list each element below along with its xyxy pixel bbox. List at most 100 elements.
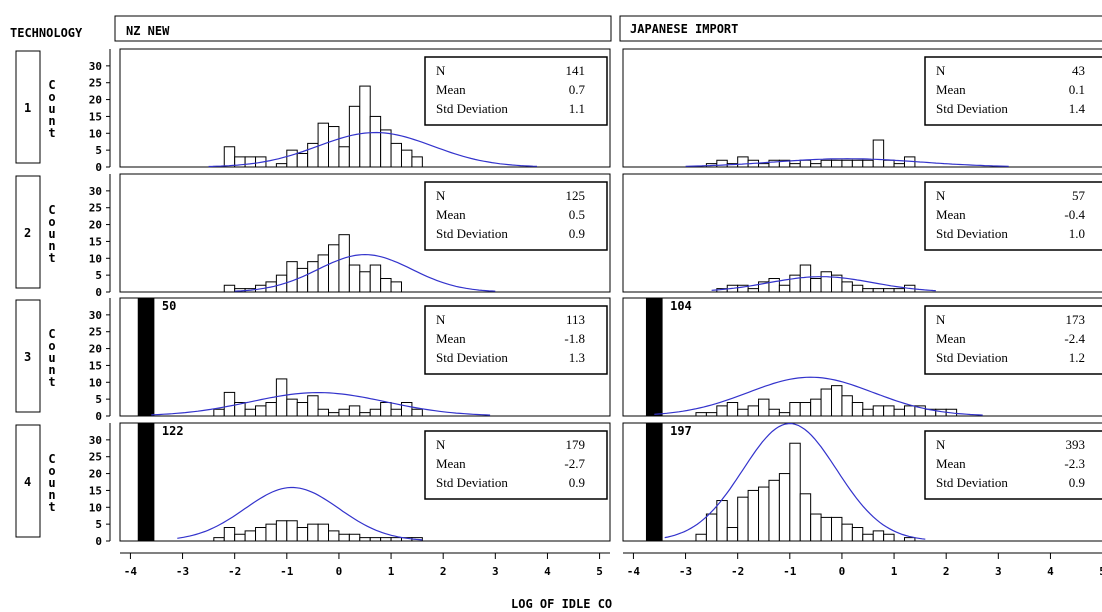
y-tick-label: 15 bbox=[89, 359, 102, 372]
histogram-bar bbox=[862, 159, 874, 168]
y-axis-title-letter: t bbox=[48, 375, 55, 389]
stats-value: 113 bbox=[566, 312, 585, 327]
histogram-bar bbox=[359, 85, 371, 168]
x-tick-label: 2 bbox=[943, 565, 950, 578]
x-tick-label: -2 bbox=[228, 565, 241, 578]
y-tick-label: 10 bbox=[89, 252, 102, 265]
clipped-bar bbox=[137, 422, 155, 542]
histogram-bar bbox=[883, 405, 895, 417]
histogram-bar bbox=[400, 402, 413, 417]
histogram-bar bbox=[348, 405, 361, 417]
histogram-bar bbox=[223, 284, 236, 293]
normal-curve bbox=[151, 392, 491, 416]
histogram-bar bbox=[903, 405, 916, 417]
y-axis-title-letter: n bbox=[48, 114, 55, 128]
histogram-bar bbox=[872, 288, 885, 293]
y-tick-label: 0 bbox=[95, 286, 102, 299]
y-tick-label: 5 bbox=[95, 144, 102, 157]
stats-label: N bbox=[936, 312, 946, 327]
row-label-box-1 bbox=[15, 50, 41, 164]
stats-value: 1.4 bbox=[1069, 101, 1086, 116]
stats-box bbox=[424, 305, 608, 375]
histogram-panel: 122 N 179 Mean -2.7 Std Deviation 0.9 bbox=[119, 422, 611, 542]
x-tick-label: 1 bbox=[891, 565, 898, 578]
histogram-bar bbox=[883, 159, 895, 168]
histogram-bar bbox=[810, 163, 822, 168]
histogram-bar bbox=[883, 288, 895, 293]
histogram-bar bbox=[820, 159, 833, 168]
histogram-bar bbox=[369, 408, 382, 417]
normal-curve bbox=[664, 423, 926, 540]
stats-value: -1.8 bbox=[564, 331, 585, 346]
clipped-bar-label: 50 bbox=[162, 299, 176, 313]
histogram-bar bbox=[244, 530, 257, 542]
x-tick-label: -1 bbox=[280, 565, 294, 578]
row-label-box-2 bbox=[15, 175, 41, 289]
histogram-bar bbox=[317, 523, 330, 542]
histogram-bar bbox=[328, 530, 340, 542]
histogram-bar bbox=[296, 153, 309, 168]
x-axis-title: LOG OF IDLE CO bbox=[511, 597, 612, 611]
histogram-bar bbox=[831, 516, 843, 542]
y-tick-label: 20 bbox=[89, 219, 102, 232]
stats-box bbox=[924, 56, 1102, 126]
y-tick-label: 25 bbox=[89, 77, 102, 90]
histogram-bar bbox=[213, 537, 225, 542]
histogram-bar bbox=[275, 520, 288, 542]
stats-value: 0.9 bbox=[1069, 475, 1085, 490]
stats-value: 173 bbox=[1066, 312, 1086, 327]
stats-label: Std Deviation bbox=[936, 475, 1008, 490]
histogram-bar bbox=[778, 284, 791, 293]
row-label-box-3 bbox=[15, 299, 41, 413]
normal-curve bbox=[711, 276, 936, 292]
histogram-bar bbox=[411, 156, 423, 168]
histogram-bar bbox=[275, 378, 288, 417]
histogram-bar bbox=[810, 278, 822, 293]
y-axis-title-letter: o bbox=[48, 90, 55, 104]
y-tick-label: 15 bbox=[89, 235, 102, 248]
stats-value: -2.3 bbox=[1064, 456, 1085, 471]
y-tick-label: 25 bbox=[89, 451, 102, 464]
stats-box bbox=[924, 430, 1102, 500]
histogram-bar bbox=[307, 523, 319, 542]
x-tick-label: 3 bbox=[492, 565, 499, 578]
histogram-bar bbox=[841, 159, 853, 168]
stats-value: 125 bbox=[566, 188, 586, 203]
y-tick-label: 0 bbox=[95, 535, 102, 548]
col-header-japanese-import: JAPANESE IMPORT bbox=[630, 22, 738, 36]
histogram-bar bbox=[348, 105, 361, 168]
y-tick-label: 30 bbox=[89, 434, 102, 447]
histogram-bar bbox=[286, 398, 298, 417]
stats-value: 393 bbox=[1066, 437, 1086, 452]
histogram-bar bbox=[831, 385, 843, 417]
histogram-bar bbox=[820, 388, 833, 417]
histogram-bar bbox=[265, 523, 277, 542]
stats-label: Std Deviation bbox=[936, 101, 1008, 116]
histogram-bar bbox=[841, 281, 853, 293]
x-tick-label: -4 bbox=[124, 565, 138, 578]
stats-label: Mean bbox=[936, 207, 966, 222]
histogram-bar bbox=[872, 139, 885, 168]
histogram-bar bbox=[359, 537, 371, 542]
x-tick-label: -3 bbox=[679, 565, 692, 578]
histogram-bar bbox=[380, 402, 392, 417]
histogram-bar bbox=[851, 527, 864, 542]
stats-value: 1.2 bbox=[1069, 350, 1085, 365]
histogram-bar bbox=[296, 267, 309, 293]
histogram-bar bbox=[369, 115, 382, 168]
y-tick-label: 15 bbox=[89, 484, 102, 497]
y-tick-label: 15 bbox=[89, 110, 102, 123]
y-tick-label: 25 bbox=[89, 202, 102, 215]
histogram-bar bbox=[380, 129, 392, 168]
row-label-1: 1 bbox=[24, 101, 31, 115]
histogram-bar bbox=[369, 537, 382, 542]
x-tick-label: 4 bbox=[544, 565, 551, 578]
clipped-bar bbox=[137, 297, 155, 417]
y-axis-title-letter: u bbox=[48, 476, 55, 490]
histogram-bar bbox=[778, 412, 791, 417]
stats-value: -2.4 bbox=[1064, 331, 1085, 346]
x-tick-label: -2 bbox=[731, 565, 744, 578]
histogram-bar bbox=[747, 288, 760, 293]
row-label-2: 2 bbox=[24, 226, 31, 240]
